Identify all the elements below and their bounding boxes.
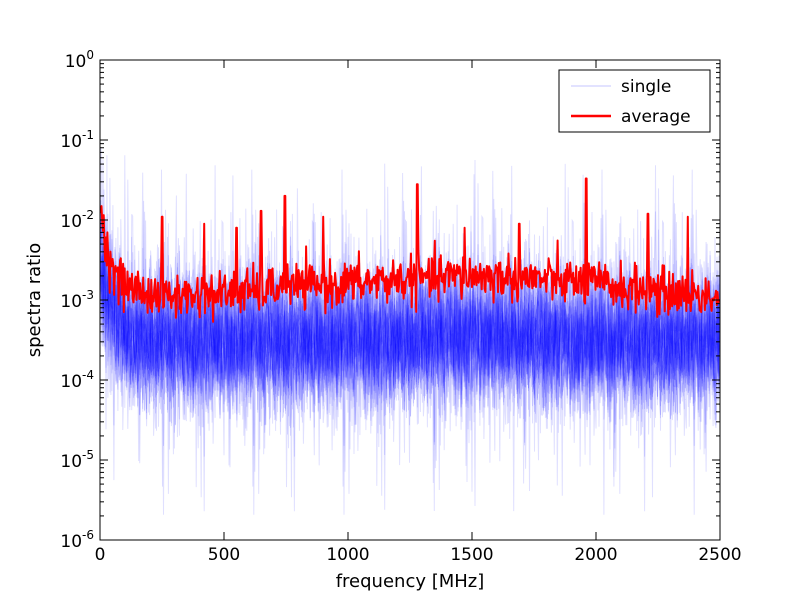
single-trace bbox=[100, 198, 720, 496]
x-tick-label: 2500 bbox=[698, 545, 741, 565]
single-trace bbox=[100, 189, 720, 498]
single-trace bbox=[100, 175, 720, 512]
single-trace bbox=[100, 169, 720, 515]
y-tick-label: 10-1 bbox=[60, 128, 94, 152]
single-trace bbox=[100, 200, 720, 498]
single-trace bbox=[100, 172, 720, 496]
y-tick-label: 10-4 bbox=[60, 368, 94, 392]
axis-ticks: 0 500 1000 1500 2000 2500 10-6 10-5 10-4 10-3 10-2… bbox=[60, 48, 741, 565]
x-tick-label: 2000 bbox=[574, 545, 617, 565]
y-tick-label: 10-6 bbox=[60, 528, 94, 552]
x-axis-label: frequency [MHz] bbox=[336, 571, 485, 592]
single-trace bbox=[100, 169, 720, 515]
single-trace bbox=[100, 159, 720, 492]
y-axis-label: spectra ratio bbox=[24, 243, 45, 358]
single-trace bbox=[100, 147, 720, 512]
single-trace bbox=[100, 175, 720, 498]
y-tick-label: 10-5 bbox=[60, 448, 94, 472]
average-line bbox=[100, 177, 720, 323]
y-tick-label: 10-2 bbox=[60, 208, 94, 232]
single-trace bbox=[100, 188, 720, 451]
legend-box bbox=[558, 69, 711, 133]
x-tick-label: 0 bbox=[95, 545, 106, 565]
single-trace bbox=[100, 155, 720, 510]
x-tick-label: 1000 bbox=[326, 545, 369, 565]
single-trace bbox=[100, 187, 720, 455]
single-trace bbox=[100, 169, 720, 512]
y-tick-label: 100 bbox=[65, 48, 94, 72]
y-tick-label: 10-3 bbox=[60, 288, 94, 312]
legend-average-label: average bbox=[621, 107, 691, 127]
single-trace bbox=[100, 169, 720, 515]
single-trace bbox=[100, 174, 720, 477]
single-trace bbox=[100, 163, 720, 512]
average-series-line bbox=[100, 177, 720, 323]
legend: single average bbox=[558, 69, 711, 133]
x-tick-label: 500 bbox=[208, 545, 240, 565]
x-tick-label: 1500 bbox=[450, 545, 493, 565]
single-trace bbox=[100, 163, 720, 467]
legend-single-label: single bbox=[621, 77, 671, 97]
single-trace bbox=[100, 159, 720, 463]
single-trace bbox=[100, 200, 720, 452]
single-trace bbox=[100, 195, 720, 461]
single-trace bbox=[100, 165, 720, 515]
